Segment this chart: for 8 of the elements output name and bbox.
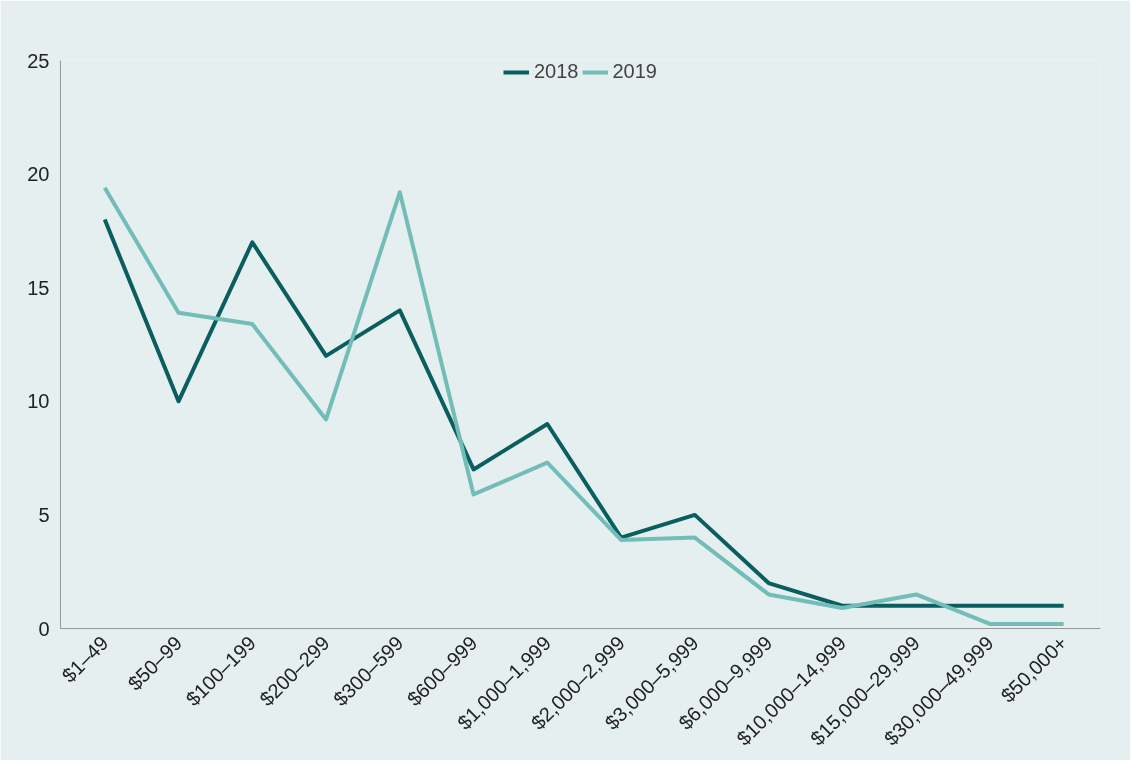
legend-label: 2018 xyxy=(534,60,579,83)
y-tick-label: 15 xyxy=(27,276,50,299)
y-tick-label: 20 xyxy=(27,163,50,186)
y-tick-label: 25 xyxy=(27,49,50,72)
y-tick-label: 0 xyxy=(38,617,50,640)
y-tick-label: 5 xyxy=(38,503,50,526)
y-tick-label: 10 xyxy=(27,390,50,413)
legend-label: 2019 xyxy=(612,60,657,83)
